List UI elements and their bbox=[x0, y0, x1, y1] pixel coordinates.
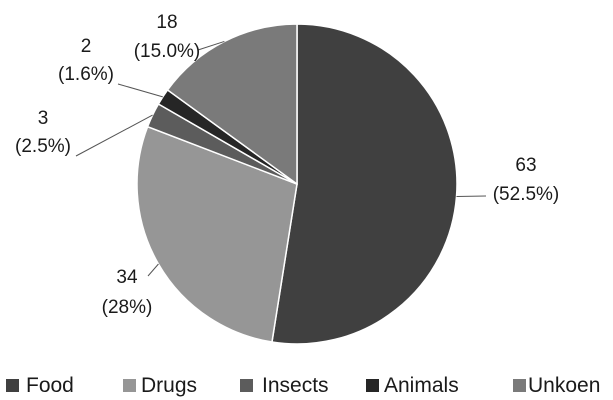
data-label-food-percent: (52.5%) bbox=[493, 184, 560, 205]
leader-lines bbox=[75, 40, 487, 277]
data-label-insects-value: 3 bbox=[38, 108, 49, 129]
legend-label-insects: Insects bbox=[262, 374, 329, 397]
pie-slice-unkoen bbox=[166, 23, 298, 186]
pie-slices bbox=[136, 23, 458, 345]
data-label-animals-value: 2 bbox=[81, 36, 92, 57]
data-label-drugs-value: 34 bbox=[116, 267, 138, 288]
leader-line-insects bbox=[75, 114, 153, 157]
data-label-food-value: 63 bbox=[515, 155, 536, 176]
data-label-insects-percent: (2.5%) bbox=[15, 136, 71, 157]
legend-swatch-insects bbox=[240, 379, 253, 392]
legend-label-animals: Animals bbox=[384, 374, 459, 397]
leader-line-food bbox=[456, 195, 487, 198]
leader-line-animals bbox=[117, 83, 163, 98]
legend-label-food: Food bbox=[26, 374, 74, 397]
leader-line-unkoen bbox=[197, 40, 225, 51]
data-label-animals-percent: (1.6%) bbox=[58, 64, 114, 85]
legend-swatch-animals bbox=[366, 379, 379, 392]
pie-slice-food bbox=[271, 23, 458, 345]
leader-line-drugs bbox=[147, 263, 159, 277]
legend-label-drugs: Drugs bbox=[141, 374, 197, 397]
data-label-drugs-percent: (28%) bbox=[102, 297, 153, 318]
legend-label-unkoen: Unkoen bbox=[528, 374, 600, 397]
legend: Food Drugs Insects Animals Unkoen bbox=[6, 374, 600, 397]
legend-swatch-unkoen bbox=[513, 379, 526, 392]
legend-swatch-drugs bbox=[123, 379, 136, 392]
data-label-unkoen-percent: (15.0%) bbox=[134, 41, 201, 62]
legend-swatch-food bbox=[6, 379, 19, 392]
data-label-unkoen-value: 18 bbox=[156, 12, 177, 33]
pie-slice-drugs bbox=[136, 125, 298, 343]
